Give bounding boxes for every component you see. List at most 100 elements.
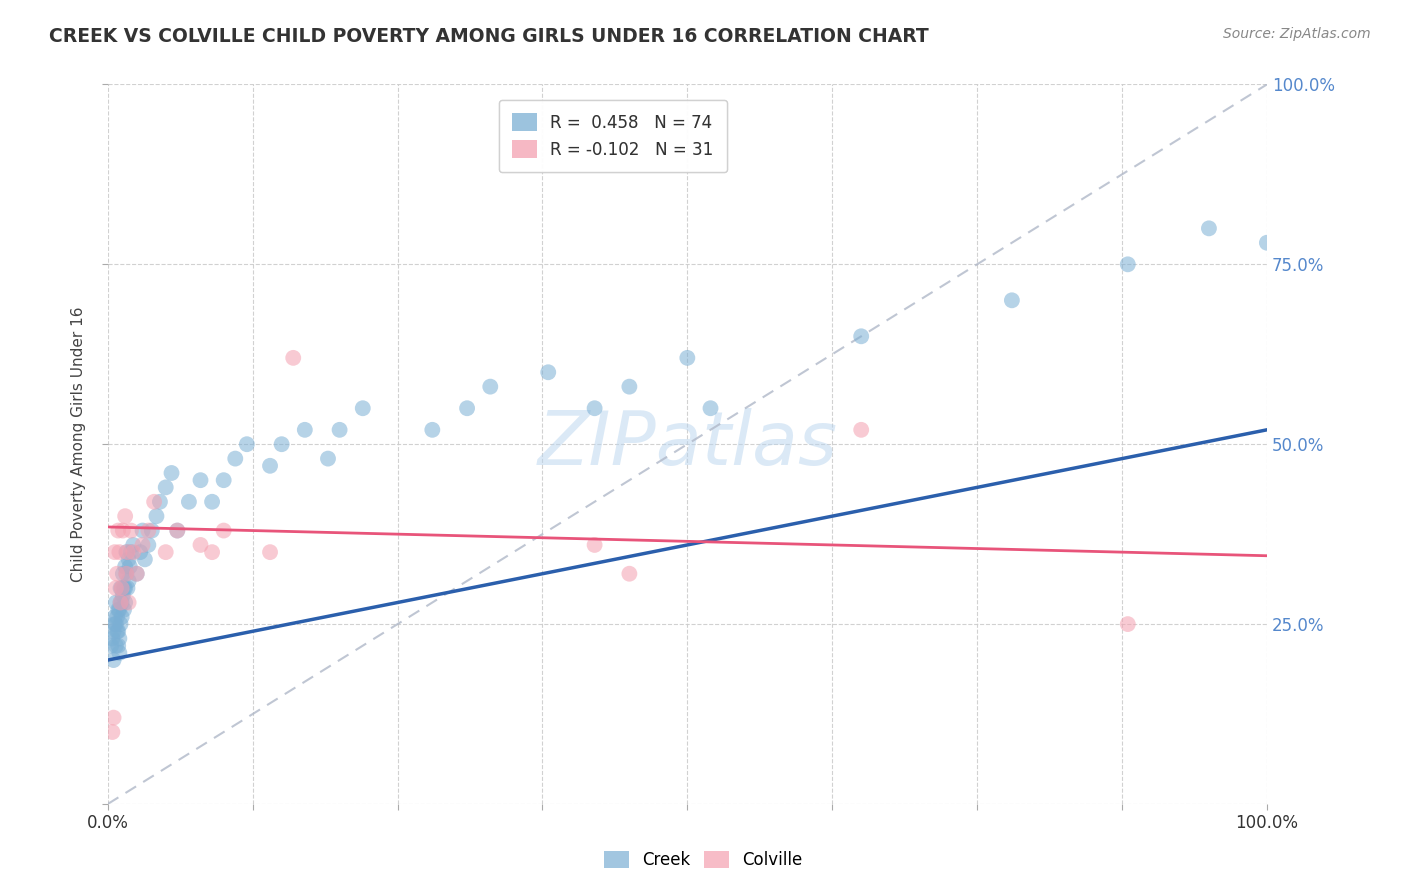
Point [129,545,152,559]
Point [155,480,177,494]
Point [236,437,259,451]
Point [329,423,352,437]
Point [619,379,641,393]
Point [1256,235,1278,250]
Point [108,545,131,559]
Point [105,624,128,639]
Point [111,566,134,581]
Point [1001,293,1024,308]
Point [143,495,166,509]
Point [111,581,134,595]
Point [111,595,134,609]
Point [138,524,160,538]
Point [259,458,281,473]
Point [117,545,139,559]
Point [100,639,122,653]
Point [111,524,134,538]
Point [114,509,136,524]
Point [111,581,134,595]
Point [112,603,135,617]
Point [101,725,124,739]
Point [120,524,142,538]
Point [107,639,129,653]
Point [122,538,145,552]
Point [111,610,134,624]
Point [676,351,699,365]
Point [177,495,200,509]
Point [104,617,127,632]
Point [104,545,127,559]
Point [120,545,142,559]
Point [104,581,127,595]
Point [117,595,139,609]
Point [537,365,560,379]
Point [114,581,136,595]
Point [283,351,305,365]
Point [270,437,292,451]
Point [117,552,139,566]
Legend: Creek, Colville: Creek, Colville [593,841,813,880]
Point [1116,257,1139,271]
Point [104,617,127,632]
Point [110,595,132,609]
Point [103,624,125,639]
Point [699,401,721,416]
Point [125,566,148,581]
Point [583,538,606,552]
Point [583,401,606,416]
Legend: R =  0.458   N = 74, R = -0.102   N = 31: R = 0.458 N = 74, R = -0.102 N = 31 [499,100,727,172]
Point [131,538,153,552]
Point [115,566,138,581]
Point [294,423,316,437]
Point [114,559,136,574]
Point [118,559,141,574]
Point [108,603,131,617]
Point [190,473,212,487]
Text: CREEK VS COLVILLE CHILD POVERTY AMONG GIRLS UNDER 16 CORRELATION CHART: CREEK VS COLVILLE CHILD POVERTY AMONG GI… [49,27,929,45]
Point [122,545,145,559]
Text: Source: ZipAtlas.com: Source: ZipAtlas.com [1223,27,1371,41]
Point [131,524,153,538]
Point [112,581,135,595]
Point [479,379,502,393]
Point [224,451,246,466]
Point [103,711,125,725]
Point [352,401,374,416]
Point [201,545,224,559]
Point [160,466,183,480]
Point [117,574,139,588]
Point [125,566,148,581]
Point [212,524,235,538]
Y-axis label: Child Poverty Among Girls Under 16: Child Poverty Among Girls Under 16 [72,307,86,582]
Point [420,423,443,437]
Point [456,401,478,416]
Point [107,524,129,538]
Point [134,552,156,566]
Point [107,624,129,639]
Point [190,538,212,552]
Point [110,617,132,632]
Point [105,566,128,581]
Point [851,423,873,437]
Point [166,524,188,538]
Point [104,595,127,609]
Point [115,545,138,559]
Point [104,639,127,653]
Point [138,538,160,552]
Point [201,495,224,509]
Point [212,473,235,487]
Point [108,646,131,660]
Point [105,610,128,624]
Point [107,603,129,617]
Point [851,329,873,343]
Point [114,595,136,609]
Point [619,566,641,581]
Point [316,451,339,466]
Point [103,653,125,667]
Point [155,545,177,559]
Point [117,581,139,595]
Point [166,524,188,538]
Point [111,588,134,602]
Point [115,566,138,581]
Point [149,495,172,509]
